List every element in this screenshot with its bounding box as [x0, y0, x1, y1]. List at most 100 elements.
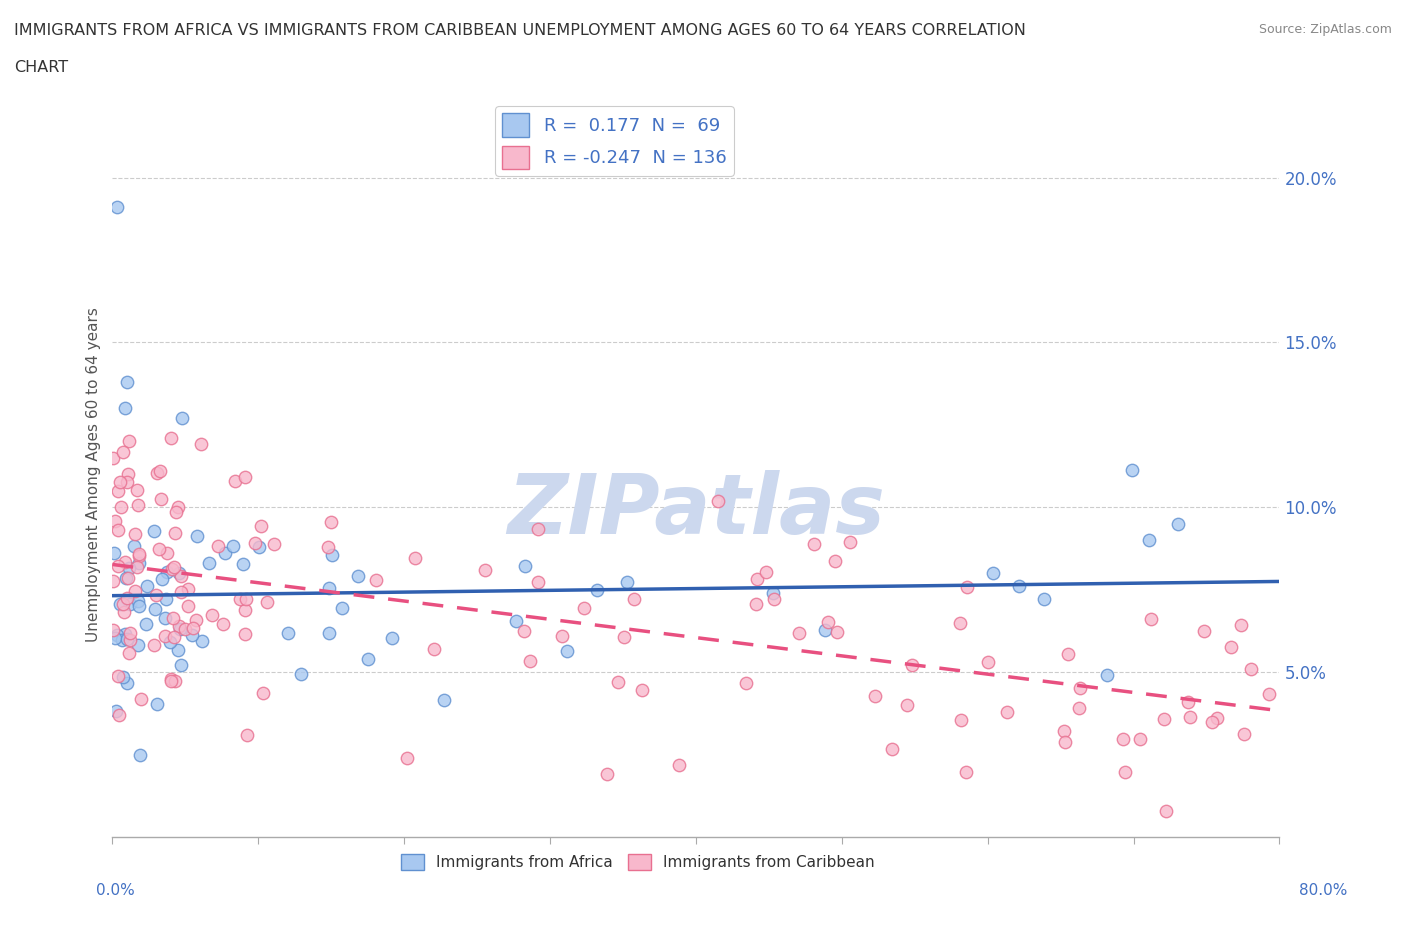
- Point: [316, 539, 339, 554]
- Point: [108, 474, 131, 489]
- Point: [111, 444, 134, 458]
- Point: [277, 625, 299, 640]
- Point: [124, 583, 146, 598]
- Point: [125, 560, 148, 575]
- Point: [170, 585, 193, 600]
- Point: [107, 484, 129, 498]
- Point: [135, 578, 157, 593]
- Point: [357, 651, 380, 666]
- Point: [107, 669, 129, 684]
- Point: [146, 465, 169, 480]
- Point: [181, 621, 204, 636]
- Point: [236, 727, 259, 742]
- Point: [623, 591, 645, 606]
- Point: [166, 499, 188, 514]
- Point: [162, 610, 184, 625]
- Point: [901, 658, 924, 672]
- Point: [159, 635, 181, 650]
- Point: [148, 541, 170, 556]
- Point: [814, 623, 837, 638]
- Point: [233, 603, 256, 618]
- Point: [1033, 591, 1056, 606]
- Point: [191, 633, 214, 648]
- Text: 0.0%: 0.0%: [96, 884, 135, 898]
- Point: [117, 631, 139, 646]
- Point: [366, 572, 388, 587]
- Point: [214, 546, 236, 561]
- Point: [128, 598, 150, 613]
- Point: [163, 560, 186, 575]
- Point: [107, 708, 129, 723]
- Point: [321, 515, 343, 530]
- Point: [1192, 623, 1215, 638]
- Point: [956, 579, 979, 594]
- Point: [1129, 732, 1152, 747]
- Text: 80.0%: 80.0%: [1299, 884, 1347, 898]
- Point: [224, 473, 246, 488]
- Point: [160, 672, 183, 687]
- Point: [167, 566, 190, 581]
- Point: [177, 581, 200, 596]
- Point: [955, 764, 977, 779]
- Point: [107, 559, 129, 574]
- Point: [745, 571, 768, 586]
- Point: [1137, 532, 1160, 547]
- Point: [381, 631, 404, 645]
- Point: [949, 616, 972, 631]
- Point: [111, 633, 134, 648]
- Point: [197, 555, 219, 570]
- Point: [118, 561, 141, 576]
- Point: [143, 637, 166, 652]
- Point: [745, 597, 768, 612]
- Point: [110, 499, 132, 514]
- Point: [111, 597, 134, 612]
- Point: [174, 622, 197, 637]
- Point: [115, 676, 138, 691]
- Point: [114, 401, 136, 416]
- Point: [735, 676, 758, 691]
- Point: [787, 625, 810, 640]
- Point: [232, 557, 254, 572]
- Point: [150, 572, 173, 587]
- Point: [527, 575, 550, 590]
- Point: [167, 643, 190, 658]
- Point: [145, 588, 167, 603]
- Point: [170, 658, 193, 672]
- Point: [330, 601, 353, 616]
- Point: [167, 618, 190, 633]
- Point: [135, 617, 157, 631]
- Point: [201, 608, 224, 623]
- Point: [1056, 647, 1078, 662]
- Point: [396, 751, 419, 765]
- Point: [155, 591, 177, 606]
- Point: [180, 627, 202, 642]
- Point: [526, 522, 548, 537]
- Text: Source: ZipAtlas.com: Source: ZipAtlas.com: [1258, 23, 1392, 36]
- Point: [1233, 727, 1256, 742]
- Point: [160, 674, 183, 689]
- Point: [156, 545, 179, 560]
- Point: [474, 563, 496, 578]
- Text: ZIPatlas: ZIPatlas: [508, 470, 884, 551]
- Point: [112, 604, 135, 619]
- Point: [127, 637, 149, 652]
- Y-axis label: Unemployment Among Ages 60 to 64 years: Unemployment Among Ages 60 to 64 years: [86, 307, 101, 642]
- Point: [762, 586, 785, 601]
- Point: [153, 629, 176, 644]
- Point: [1053, 724, 1076, 738]
- Point: [150, 491, 173, 506]
- Point: [1069, 681, 1091, 696]
- Point: [950, 712, 973, 727]
- Point: [105, 628, 128, 643]
- Point: [114, 627, 136, 642]
- Point: [128, 747, 150, 762]
- Point: [505, 614, 527, 629]
- Point: [1069, 700, 1091, 715]
- Point: [981, 565, 1004, 580]
- Point: [149, 464, 172, 479]
- Point: [1201, 714, 1223, 729]
- Point: [207, 538, 229, 553]
- Point: [146, 697, 169, 711]
- Point: [290, 666, 312, 681]
- Point: [247, 540, 270, 555]
